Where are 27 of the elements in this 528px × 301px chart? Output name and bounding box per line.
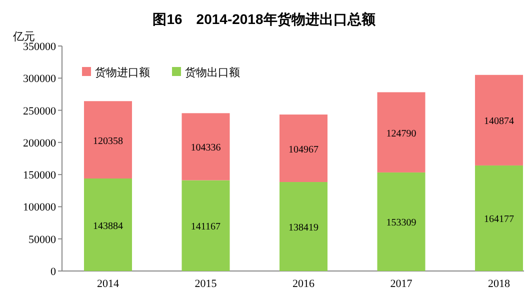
- y-tick-label: 200000: [23, 137, 56, 150]
- legend-label: 货物出口额: [185, 66, 240, 79]
- data-label: 140874: [484, 116, 514, 128]
- data-label: 138419: [288, 222, 318, 234]
- ylabel: 亿元: [13, 31, 35, 43]
- y-tick-label: 0: [50, 266, 56, 278]
- data-label: 153309: [386, 218, 416, 229]
- x-tick-label: 2017: [390, 278, 413, 290]
- data-label: 104336: [190, 142, 221, 154]
- y-tick-label: 150000: [23, 170, 56, 182]
- y-tick-label: 350000: [23, 41, 56, 53]
- y-tick-label: 300000: [23, 73, 56, 86]
- y-tick-label: 50000: [28, 234, 56, 246]
- y-tick-label: 100000: [23, 202, 56, 214]
- data-label: 164177: [484, 214, 514, 226]
- data-label: 141167: [190, 222, 221, 233]
- data-label: 104967: [288, 144, 318, 156]
- x-tick-label: 2014: [97, 278, 120, 290]
- data-label: 124790: [386, 128, 416, 140]
- title: 图16 2014-2018年货物进出口总额: [152, 11, 376, 27]
- x-tick-label: 2018: [488, 278, 510, 290]
- y-tick-label: 250000: [23, 105, 56, 118]
- x-tick-label: 2016: [292, 278, 315, 290]
- data-label: 143884: [93, 220, 123, 232]
- data-label: 120358: [93, 136, 123, 147]
- x-tick-label: 2015: [194, 278, 218, 290]
- legend-label: 货物进口额: [95, 66, 150, 79]
